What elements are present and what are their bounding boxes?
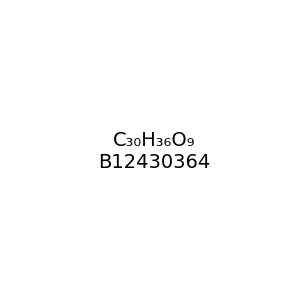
Text: C₃₀H₃₆O₉
B12430364: C₃₀H₃₆O₉ B12430364 [98, 131, 210, 172]
